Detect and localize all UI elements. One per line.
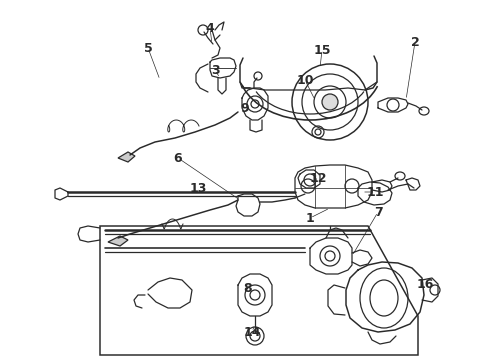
Text: 1: 1 [306, 211, 315, 225]
Text: 14: 14 [243, 325, 261, 338]
Polygon shape [108, 236, 128, 246]
Text: 13: 13 [189, 181, 207, 194]
Text: 5: 5 [144, 41, 152, 54]
Text: 2: 2 [411, 36, 419, 49]
Polygon shape [118, 152, 135, 162]
Text: 12: 12 [309, 171, 327, 184]
Text: 16: 16 [416, 279, 434, 292]
Text: 11: 11 [366, 185, 384, 198]
Text: 8: 8 [244, 282, 252, 294]
Text: 4: 4 [206, 22, 215, 35]
Text: 7: 7 [374, 206, 382, 219]
Ellipse shape [322, 94, 338, 110]
Text: 10: 10 [296, 73, 314, 86]
Text: 6: 6 [173, 152, 182, 165]
Text: 9: 9 [241, 102, 249, 114]
Text: 15: 15 [313, 44, 331, 57]
Text: 3: 3 [211, 63, 220, 77]
